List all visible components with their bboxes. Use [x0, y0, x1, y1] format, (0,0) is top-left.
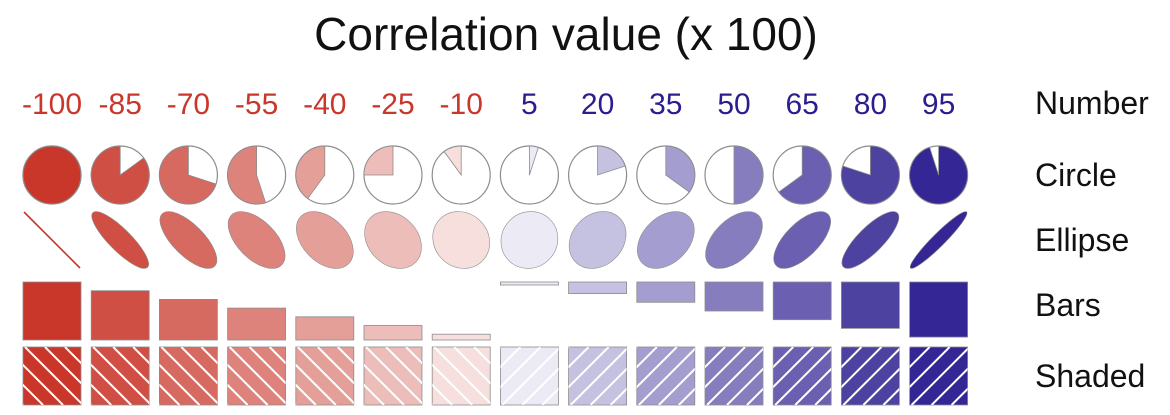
shaded-hatch	[705, 347, 763, 405]
shaded-hatch	[295, 347, 354, 405]
bar-glyph	[227, 307, 287, 341]
number-label: -85	[99, 88, 142, 121]
ellipse-glyph	[637, 211, 695, 269]
ellipse-glyph	[227, 211, 286, 269]
circle-glyph-wedge	[597, 145, 626, 176]
bar-glyph	[909, 281, 968, 338]
circle-glyph-wedge	[363, 145, 394, 176]
number-label: 35	[649, 88, 682, 121]
circle-glyph-fill	[22, 145, 82, 205]
circle-glyph-wedge	[909, 145, 968, 205]
row-labels: Number Circle Ellipse Bars Shaded	[1035, 85, 1149, 394]
chart-title: Correlation value (x 100)	[314, 8, 818, 60]
shaded-hatch	[841, 347, 900, 405]
shaded-hatch	[23, 347, 81, 405]
circle-glyph-wedge	[665, 145, 696, 193]
number-label: 50	[717, 88, 750, 121]
circle-glyph-wedge	[778, 145, 832, 205]
number-row: -100 -85 -70 -55 -40 -25 -10 5 20 35 50 65 80 95	[22, 88, 955, 121]
shaded-hatch	[500, 347, 559, 405]
bar-glyph	[704, 281, 764, 312]
bar-glyph	[431, 333, 491, 341]
number-label: 5	[521, 88, 538, 121]
bar-glyph	[90, 290, 150, 341]
bar-glyph	[636, 281, 696, 303]
row-label-circle: Circle	[1035, 157, 1117, 193]
ellipse-glyph	[159, 211, 218, 269]
circle-glyph-wedge	[159, 145, 217, 205]
ellipse-row	[23, 211, 968, 269]
shaded-hatch	[227, 347, 286, 405]
number-label: 20	[581, 88, 614, 121]
bar-glyph	[158, 298, 218, 341]
shaded-hatch	[159, 347, 218, 405]
ellipse-glyph	[296, 211, 354, 269]
shaded-hatch	[91, 347, 150, 405]
bar-glyph	[841, 281, 900, 329]
ellipse-glyph	[909, 211, 968, 269]
circle-glyph-wedge	[90, 145, 150, 205]
ellipse-glyph	[841, 211, 900, 269]
number-label: -10	[440, 88, 483, 121]
number-label: -25	[371, 88, 414, 121]
ellipse-glyph	[568, 211, 627, 269]
ellipse-glyph	[773, 211, 831, 269]
shaded-hatch	[364, 347, 422, 405]
circle-glyph-wedge	[443, 145, 462, 177]
ellipse-glyph	[500, 211, 559, 269]
ellipse-glyph	[364, 211, 422, 269]
number-label: -55	[235, 88, 278, 121]
bar-glyph	[363, 325, 423, 341]
bar-glyph	[772, 281, 832, 321]
bar-glyph	[568, 281, 627, 295]
row-label-bars: Bars	[1035, 287, 1101, 323]
number-label: -100	[22, 88, 82, 121]
bars-row	[22, 281, 968, 341]
number-label: -70	[167, 88, 210, 121]
number-label: 95	[922, 88, 955, 121]
circle-glyph-wedge	[227, 145, 267, 205]
shaded-hatch	[432, 347, 491, 405]
ellipse-glyph	[705, 211, 763, 269]
row-label-shaded: Shaded	[1035, 358, 1145, 394]
bar-glyph	[499, 281, 559, 286]
ellipse-glyph	[432, 211, 490, 269]
number-label: 80	[854, 88, 887, 121]
row-label-ellipse: Ellipse	[1035, 222, 1129, 258]
shaded-row	[22, 346, 968, 406]
shaded-hatch	[568, 347, 627, 405]
circle-glyph-wedge	[841, 145, 900, 205]
shaded-hatch	[636, 347, 695, 405]
bar-glyph	[295, 316, 355, 341]
circle-glyph-wedge	[529, 145, 539, 176]
ellipse-glyph	[91, 211, 149, 269]
circle-glyph-wedge	[295, 145, 326, 200]
ellipse-glyph	[23, 211, 81, 269]
shaded-hatch	[909, 347, 968, 405]
circle-glyph-wedge	[733, 145, 764, 205]
bar-glyph	[22, 281, 82, 341]
number-label: 65	[786, 88, 819, 121]
number-label: -40	[303, 88, 346, 121]
shaded-hatch	[773, 347, 832, 405]
circle-row	[22, 145, 969, 205]
row-label-number: Number	[1035, 85, 1149, 121]
